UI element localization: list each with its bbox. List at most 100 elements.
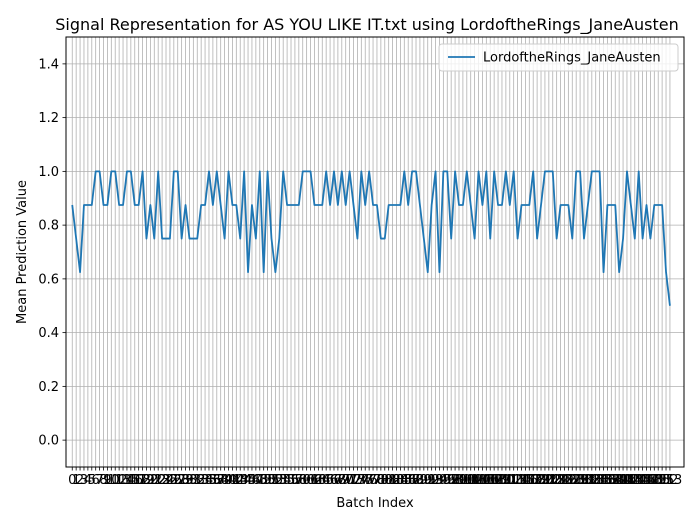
x-tick-label: 116 [513, 473, 538, 488]
x-tick-label: 25 [162, 473, 179, 488]
x-tick-label: 59 [294, 473, 311, 488]
x-tick-label: 109 [486, 473, 511, 488]
x-tick-label: 121 [533, 473, 558, 488]
x-tick-label: 28 [173, 473, 190, 488]
x-tick-label: 95 [435, 473, 452, 488]
x-gridlines [71, 37, 671, 467]
x-tick-label: 87 [404, 473, 421, 488]
x-tick-label: 50 [259, 473, 276, 488]
x-tick-label: 151 [650, 473, 675, 488]
y-tick-label: 0.6 [38, 272, 59, 287]
x-tick-label: 128 [560, 473, 585, 488]
x-tick-label: 72 [345, 473, 362, 488]
x-tick-label: 145 [626, 473, 651, 488]
x-tick-label: 46 [244, 473, 261, 488]
x-tick-label: 107 [478, 473, 503, 488]
x-tick-label: 105 [470, 473, 495, 488]
x-tick-label: 118 [521, 473, 546, 488]
x-tick-label: 62 [306, 473, 323, 488]
legend: LordoftheRings_JaneAusten [438, 43, 679, 72]
x-tick-label: 58 [291, 473, 308, 488]
x-tick-label: 1 [72, 473, 80, 488]
x-tick-label: 133 [579, 473, 604, 488]
x-tick-label: 38 [212, 473, 229, 488]
axes-background [66, 37, 684, 467]
x-tick-label: 30 [181, 473, 198, 488]
x-tick-label: 68 [330, 473, 347, 488]
x-tick-label: 110 [490, 473, 515, 488]
x-tick-label: 96 [439, 473, 456, 488]
x-tick-label: 125 [548, 473, 573, 488]
x-tick-label: 65 [318, 473, 335, 488]
x-tick-label: 79 [373, 473, 390, 488]
x-tick-label: 123 [540, 473, 565, 488]
x-tick-label: 127 [556, 473, 581, 488]
x-tick-label: 32 [189, 473, 206, 488]
x-tick-label: 15 [123, 473, 140, 488]
x-tick-label: 146 [630, 473, 655, 488]
x-tick-label: 101 [454, 473, 479, 488]
axes-frame [65, 36, 685, 468]
y-tick-label: 1.0 [38, 165, 59, 180]
x-tick-label: 100 [450, 473, 475, 488]
x-tick-label: 13 [115, 473, 132, 488]
x-tick-label: 74 [353, 473, 370, 488]
x-tick-label: 103 [462, 473, 487, 488]
x-tick-label: 64 [314, 473, 331, 488]
x-tick-label: 3 [80, 473, 88, 488]
x-tick-label: 17 [130, 473, 147, 488]
x-tick-label: 11 [107, 473, 124, 488]
x-tick-label: 19 [138, 473, 155, 488]
x-tick-label: 147 [634, 473, 659, 488]
x-tick-label: 137 [595, 473, 620, 488]
y-tick-label: 1.4 [38, 57, 59, 72]
x-tick-label: 52 [267, 473, 284, 488]
x-tick-label: 135 [587, 473, 612, 488]
x-tick-label: 48 [251, 473, 268, 488]
x-tick-label: 43 [232, 473, 249, 488]
x-tick-label: 39 [216, 473, 233, 488]
x-tick-label: 152 [654, 473, 679, 488]
x-tick-label: 92 [423, 473, 440, 488]
x-tick-label: 134 [583, 473, 608, 488]
x-tick-label: 4 [84, 473, 92, 488]
x-tick-label: 148 [638, 473, 663, 488]
x-tick-label: 60 [298, 473, 315, 488]
x-tick-label: 18 [134, 473, 151, 488]
x-tick-label: 83 [388, 473, 405, 488]
x-tick-label: 88 [408, 473, 425, 488]
y-tick-label: 0.2 [38, 380, 59, 395]
x-tick-label: 47 [248, 473, 265, 488]
x-tick-label: 141 [611, 473, 636, 488]
x-tick-label: 89 [412, 473, 429, 488]
x-tick-label: 78 [369, 473, 386, 488]
x-tick-label: 138 [599, 473, 624, 488]
x-axis-label: Batch Index [336, 496, 414, 511]
x-tick-label: 16 [126, 473, 143, 488]
x-tick-label: 20 [142, 473, 159, 488]
x-tick-label: 136 [591, 473, 616, 488]
x-tick-label: 144 [622, 473, 647, 488]
x-tick-label: 56 [283, 473, 300, 488]
x-tick-label: 14 [119, 473, 136, 488]
y-tick-label: 1.2 [38, 111, 59, 126]
x-tick-label: 111 [493, 473, 518, 488]
x-tick-label: 70 [337, 473, 354, 488]
x-tick-label: 112 [497, 473, 522, 488]
y-gridlines [66, 63, 684, 441]
x-tick-label: 108 [482, 473, 507, 488]
x-tick-label: 94 [431, 473, 448, 488]
x-tick-label: 45 [240, 473, 257, 488]
x-tick-label: 143 [618, 473, 643, 488]
x-tick-label: 122 [536, 473, 561, 488]
x-tick-label: 5 [88, 473, 96, 488]
x-tick-label: 55 [279, 473, 296, 488]
x-ticks: 0123456789101112131415161718192021222324… [68, 467, 682, 488]
x-tick-label: 130 [568, 473, 593, 488]
x-tick-label: 120 [529, 473, 554, 488]
x-tick-label: 8 [99, 473, 107, 488]
x-tick-label: 40 [220, 473, 237, 488]
x-tick-label: 41 [224, 473, 241, 488]
x-tick-label: 77 [365, 473, 382, 488]
